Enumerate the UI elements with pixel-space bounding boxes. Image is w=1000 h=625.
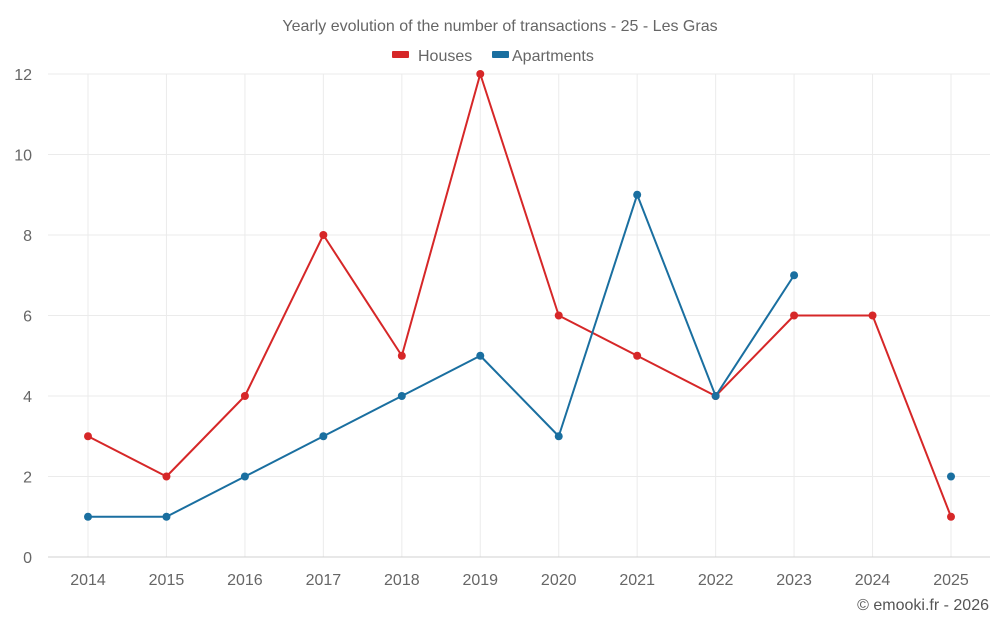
x-tick-label: 2016: [227, 572, 263, 589]
y-tick-label: 6: [23, 309, 32, 326]
data-point[interactable]: [84, 512, 92, 521]
chart-title: Yearly evolution of the number of transa…: [282, 18, 717, 35]
data-point[interactable]: [947, 472, 955, 481]
data-point[interactable]: [397, 392, 406, 400]
data-point[interactable]: [84, 432, 92, 441]
data-point[interactable]: [319, 432, 328, 441]
data-point[interactable]: [240, 472, 249, 481]
x-tick-label: 2025: [933, 572, 969, 589]
series-line: [88, 193, 795, 518]
data-point[interactable]: [554, 432, 563, 441]
series-line: [87, 73, 952, 518]
y-tick-label: 4: [23, 389, 32, 406]
data-point[interactable]: [790, 271, 799, 280]
x-tick-label: 2021: [619, 572, 655, 589]
legend-label: Apartments: [512, 48, 594, 65]
data-point[interactable]: [162, 512, 171, 521]
y-tick-label: 12: [14, 67, 32, 84]
legend-item-apartments[interactable]: Apartments: [492, 48, 594, 65]
y-tick-label: 2: [23, 470, 32, 487]
data-point[interactable]: [240, 392, 249, 400]
data-point[interactable]: [790, 311, 799, 320]
data-point[interactable]: [397, 351, 406, 360]
x-tick-label: 2017: [306, 572, 342, 589]
data-point[interactable]: [633, 351, 642, 360]
data-point[interactable]: [947, 512, 955, 521]
data-point[interactable]: [162, 472, 171, 481]
data-point[interactable]: [476, 351, 485, 360]
legend-label: Houses: [418, 48, 472, 65]
x-axis: 2014 2015 2016 2017 2018 2019 2020 2021 2022 2023…: [70, 572, 969, 589]
data-point[interactable]: [633, 190, 642, 199]
data-point[interactable]: [554, 311, 563, 320]
y-tick-label: 0: [23, 550, 32, 567]
x-tick-label: 2015: [149, 572, 185, 589]
data-point[interactable]: [711, 392, 720, 400]
x-tick-label: 2023: [776, 572, 812, 589]
legend-swatch: [392, 51, 409, 58]
x-tick-label: 2019: [462, 572, 498, 589]
y-tick-label: 10: [14, 148, 32, 165]
x-tick-label: 2024: [855, 572, 891, 589]
legend-swatch: [492, 51, 509, 58]
legend-item-houses[interactable]: Houses: [392, 48, 472, 65]
data-point[interactable]: [868, 311, 877, 320]
y-axis: 0 2 4 6 8 10 12: [14, 67, 32, 567]
x-tick-label: 2020: [541, 572, 577, 589]
credit-text: © emooki.fr - 2026: [857, 597, 989, 614]
series-houses: [84, 70, 955, 521]
data-point[interactable]: [319, 231, 328, 239]
legend: Houses Apartments: [392, 48, 594, 65]
x-tick-label: 2022: [698, 572, 734, 589]
series-layer: [84, 70, 955, 521]
grid: [48, 73, 990, 558]
y-tick-label: 8: [23, 228, 32, 245]
series-apartments: [84, 190, 955, 521]
x-tick-label: 2014: [70, 572, 106, 589]
data-point[interactable]: [476, 70, 485, 78]
x-tick-label: 2018: [384, 572, 420, 589]
